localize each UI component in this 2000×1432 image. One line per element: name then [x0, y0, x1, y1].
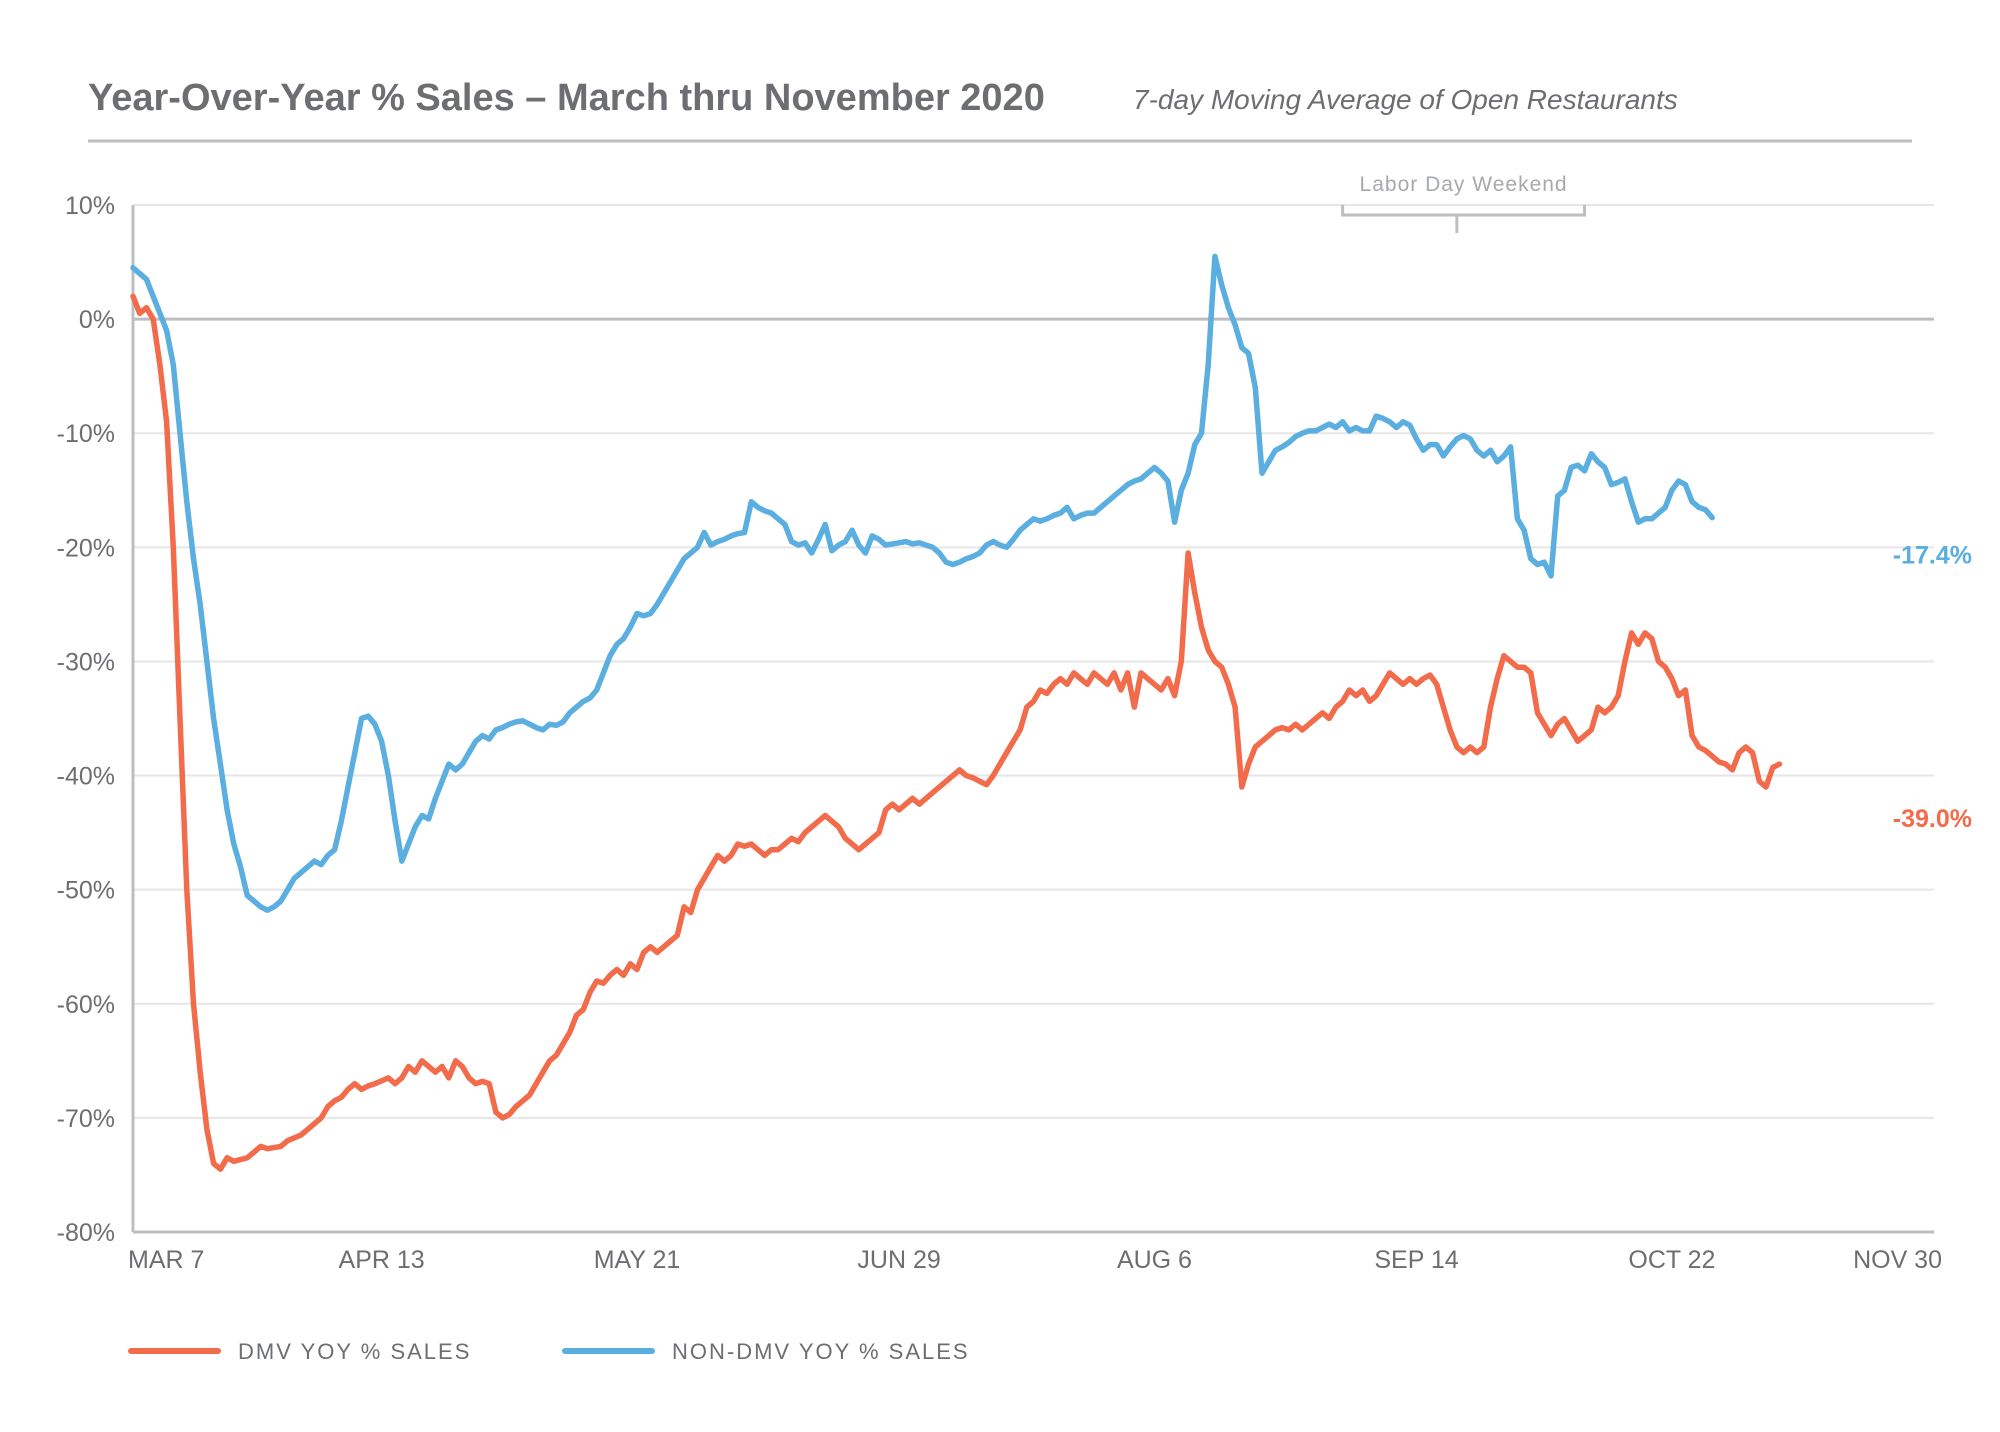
legend-label-dmv: DMV YOY % SALES: [238, 1339, 471, 1364]
y-axis-labels: 10% 0% -10% -20% -30% -40% -50% -60% -70% -80%: [57, 192, 115, 1247]
x-tick-label: NOV 30: [1853, 1246, 1942, 1274]
legend-label-non-dmv: NON-DMV YOY % SALES: [672, 1339, 970, 1364]
y-tick-label: 0%: [79, 306, 115, 334]
x-tick-label: JUN 29: [857, 1246, 940, 1274]
x-tick-label: MAR 7: [128, 1246, 204, 1274]
y-tick-label: 10%: [65, 192, 115, 220]
x-tick-label: AUG 6: [1117, 1246, 1192, 1274]
y-tick-label: -50%: [57, 877, 115, 905]
y-tick-label: -60%: [57, 991, 115, 1019]
chart-subtitle: 7-day Moving Average of Open Restaurants: [1133, 84, 1678, 115]
y-tick-label: -80%: [57, 1219, 115, 1247]
series-line-dmv: [130, 293, 1783, 1172]
x-tick-label: SEP 14: [1374, 1246, 1458, 1274]
y-tick-label: -20%: [57, 534, 115, 562]
end-label-non-dmv: -17.4%: [1893, 542, 1972, 570]
y-tick-label: -10%: [57, 420, 115, 448]
y-tick-label: -30%: [57, 648, 115, 676]
series-line-non-dmv: [130, 253, 1715, 913]
x-tick-label: MAY 21: [594, 1246, 681, 1274]
y-tick-label: -70%: [57, 1105, 115, 1133]
gridlines: [131, 204, 1934, 1234]
x-axis-labels: MAR 7 APR 13 MAY 21 JUN 29 AUG 6 SEP 14 OCT 22…: [128, 1246, 1942, 1274]
labor-day-annotation: Labor Day Weekend: [1341, 173, 1587, 233]
x-tick-label: OCT 22: [1628, 1246, 1715, 1274]
y-tick-label: -40%: [57, 763, 115, 791]
legend-item-dmv: DMV YOY % SALES: [128, 1339, 471, 1364]
chart-title: Year-Over-Year % Sales – March thru Nove…: [88, 77, 1045, 119]
legend: DMV YOY % SALES NON-DMV YOY % SALES: [128, 1339, 970, 1364]
end-label-dmv: -39.0%: [1893, 805, 1972, 833]
annotation-label: Labor Day Weekend: [1360, 173, 1568, 196]
x-tick-label: APR 13: [339, 1246, 425, 1274]
legend-item-non-dmv: NON-DMV YOY % SALES: [562, 1339, 970, 1364]
annotation-bracket: [1341, 205, 1587, 233]
series-lines: [130, 253, 1783, 1172]
